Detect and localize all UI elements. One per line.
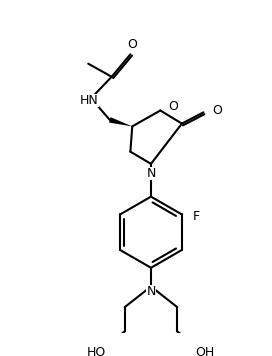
Text: O: O	[212, 104, 222, 117]
Text: N: N	[146, 167, 156, 180]
Text: N: N	[146, 285, 156, 298]
Text: OH: OH	[196, 346, 215, 356]
Text: F: F	[193, 210, 200, 223]
Polygon shape	[109, 117, 132, 126]
Text: O: O	[127, 38, 137, 52]
Text: O: O	[168, 100, 178, 113]
Text: HN: HN	[80, 94, 98, 107]
Text: HO: HO	[87, 346, 106, 356]
